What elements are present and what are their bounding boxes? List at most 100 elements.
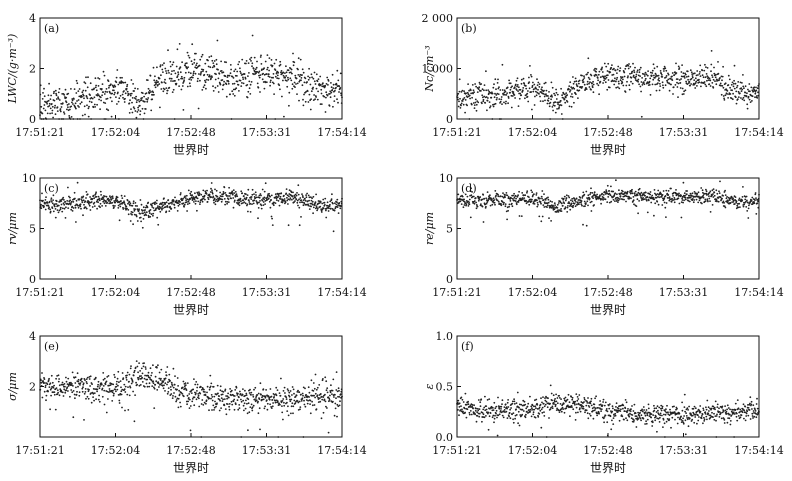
data-point	[529, 65, 531, 67]
data-point	[297, 68, 299, 71]
data-point	[531, 404, 534, 407]
data-point	[217, 77, 220, 80]
data-point	[329, 96, 332, 99]
data-point	[180, 75, 183, 78]
data-point	[554, 204, 556, 207]
data-point	[587, 57, 590, 60]
data-point	[624, 67, 627, 70]
data-point	[546, 206, 548, 209]
data-point	[283, 386, 286, 389]
data-point	[150, 213, 153, 216]
data-point	[140, 375, 143, 377]
data-point	[300, 199, 303, 202]
data-point	[258, 70, 261, 73]
data-point	[51, 381, 54, 384]
data-point	[93, 399, 95, 402]
data-point	[633, 71, 636, 74]
data-point	[86, 193, 89, 196]
data-point	[704, 63, 706, 66]
data-point	[172, 200, 175, 202]
data-point	[477, 199, 480, 202]
data-point	[461, 195, 464, 198]
data-point	[279, 394, 282, 397]
data-point	[530, 189, 533, 192]
data-point	[104, 383, 107, 386]
data-point	[636, 71, 638, 73]
data-point	[592, 91, 595, 94]
data-point	[473, 200, 476, 202]
data-point	[732, 92, 734, 95]
data-point	[485, 405, 488, 407]
data-point	[534, 416, 537, 419]
data-point	[474, 197, 477, 199]
data-point	[109, 200, 112, 203]
data-point	[503, 101, 505, 104]
data-point	[535, 94, 538, 97]
data-point	[481, 88, 484, 91]
data-point	[317, 398, 320, 400]
data-point	[240, 400, 243, 403]
data-point	[308, 76, 311, 79]
data-point	[546, 102, 549, 105]
data-point	[706, 198, 709, 201]
data-point	[571, 93, 573, 95]
data-point	[54, 216, 57, 219]
data-point	[593, 204, 595, 206]
data-point	[718, 192, 721, 195]
data-point	[137, 371, 140, 374]
data-point	[522, 77, 525, 80]
data-point	[557, 103, 559, 106]
data-point	[305, 90, 307, 93]
data-point	[86, 382, 88, 385]
data-point	[164, 206, 167, 208]
data-point	[263, 73, 266, 76]
data-point	[564, 396, 567, 399]
data-point	[154, 383, 157, 386]
data-point	[528, 409, 531, 411]
data-point	[488, 415, 491, 418]
data-point	[521, 408, 524, 411]
data-point	[461, 408, 463, 411]
data-point	[296, 82, 299, 85]
data-point	[711, 76, 714, 78]
data-point	[475, 420, 478, 423]
data-point	[65, 380, 68, 383]
data-point	[106, 376, 109, 378]
data-point	[644, 77, 647, 80]
data-point	[754, 96, 756, 99]
data-point	[680, 78, 682, 80]
data-point	[168, 210, 171, 213]
data-point	[266, 54, 269, 56]
y-axis-label: σ/μm	[6, 372, 19, 401]
data-point	[268, 69, 270, 72]
data-point	[80, 198, 83, 201]
data-point	[577, 411, 579, 414]
data-point	[698, 73, 701, 75]
data-point	[564, 199, 567, 202]
data-point	[109, 195, 111, 198]
data-point	[540, 220, 543, 223]
data-point	[159, 379, 162, 381]
data-point	[520, 82, 523, 85]
data-point	[48, 377, 50, 380]
data-point	[329, 90, 332, 93]
data-point	[157, 382, 160, 385]
data-point	[338, 202, 341, 204]
data-point	[535, 192, 538, 195]
data-point	[315, 96, 317, 98]
x-tick-label: 17:52:48	[583, 126, 632, 139]
data-point	[290, 68, 293, 71]
data-point	[486, 99, 489, 102]
data-point	[213, 409, 215, 411]
data-point	[643, 192, 645, 194]
data-point	[513, 403, 516, 405]
data-point	[42, 92, 44, 94]
data-point	[316, 80, 319, 83]
data-point	[171, 203, 173, 205]
data-point	[690, 71, 693, 74]
data-point	[726, 196, 728, 198]
data-point	[41, 192, 43, 195]
data-point	[186, 85, 189, 88]
data-point	[292, 64, 295, 67]
data-point	[626, 190, 629, 193]
